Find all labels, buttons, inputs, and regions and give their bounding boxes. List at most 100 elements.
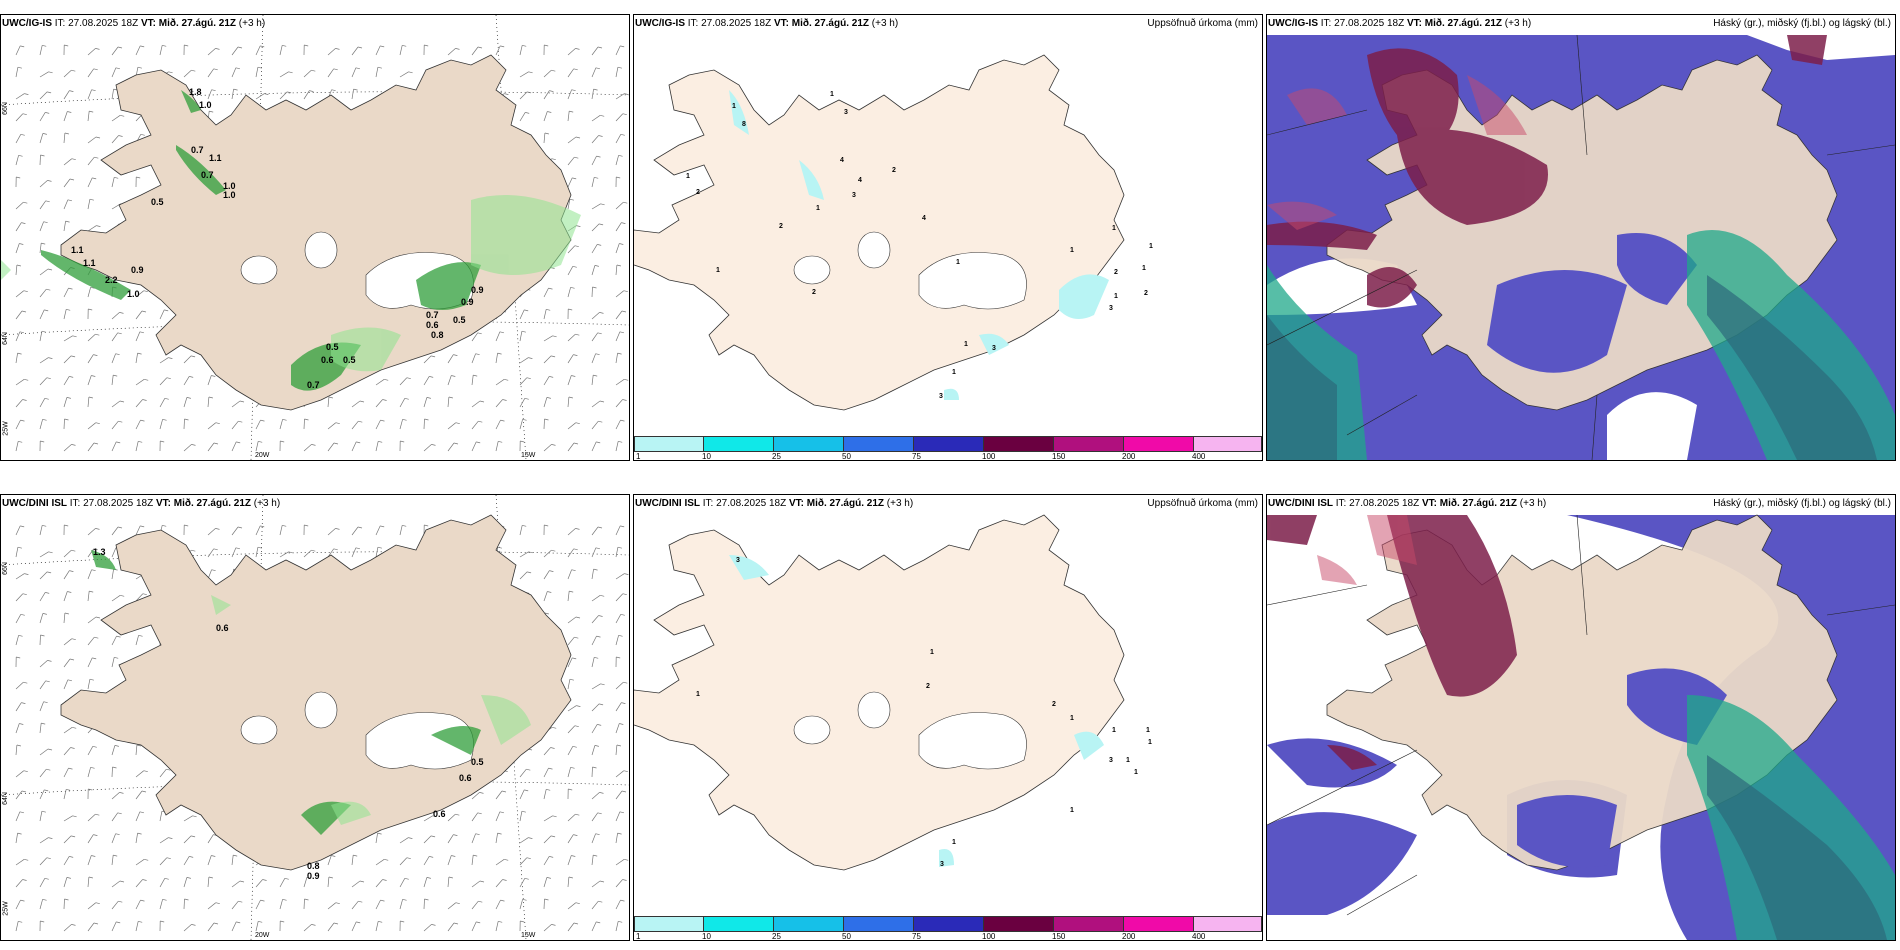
wind-barb [63,767,69,778]
wind-barb [87,375,92,386]
wind-barb-flag [23,201,28,204]
wind-barb [615,399,623,408]
wind-barb [255,547,259,558]
wind-barb [519,331,523,342]
wind-value: 0.8 [307,861,320,871]
wind-barb-flag [546,788,551,791]
wind-barb-flag [311,924,316,926]
precip-value: 1 [956,259,960,266]
precip-value: 1 [696,691,700,698]
wind-barb-flag [431,444,436,446]
wind-barb [615,134,622,144]
wind-barb [591,177,595,188]
panel-dini-wind: UWC/DINI ISL IT: 27.08.2025 18Z VT: Mið.… [0,494,630,941]
wind-barb-flag [575,616,581,619]
wind-barb [111,526,119,536]
precip-value: 2 [1114,269,1118,276]
wind-barb-flag [65,220,70,223]
precip-value: 3 [1109,757,1113,764]
wind-barb [87,657,93,668]
colorbar-swatch [914,436,984,452]
wind-barb-flag [113,854,118,857]
wind-barb [327,422,337,430]
wind-barb-flag [162,418,167,421]
wind-barb-flag [72,726,77,729]
wind-barb [111,657,115,668]
wind-barb-flag [19,243,24,245]
wind-barb [279,45,283,56]
wind-barb [39,613,44,624]
wind-barb-flag [571,375,576,377]
wind-map [1,495,629,940]
wind-barb [183,835,192,844]
wind-barb-flag [622,113,627,116]
panel-title: UWC/DINI ISL IT: 27.08.2025 18Z VT: Mið.… [1268,498,1547,509]
wind-barb-flag [48,71,53,74]
wind-barb [231,420,239,430]
wind-barb-flag [71,549,76,552]
wind-barb-flag [551,69,556,72]
wind-barb-flag [500,419,505,422]
wind-barb [543,111,548,122]
wind-barb-flag [551,158,556,161]
wind-barb [159,398,166,408]
wind-barb-flag [618,634,623,637]
wind-barb [111,635,117,646]
wind-barb [591,244,598,254]
wind-barb-flag [19,723,24,725]
wind-barb-flag [95,422,100,425]
wind-barb-flag [572,177,577,180]
wind-barb-flag [143,290,148,293]
wind-barb-flag [45,112,50,114]
wind-barb [111,115,121,122]
wind-barb-flag [572,265,577,268]
wind-barb-flag [477,46,483,49]
wind-barb [15,899,21,910]
wind-barb [543,444,552,452]
wind-barb-flag [64,418,69,421]
wind-barb [495,859,505,866]
wind-barb-flag [384,378,389,381]
wind-barb [615,921,619,932]
precip-value: 2 [926,683,930,690]
wind-barb-flag [16,176,21,179]
wind-barb-flag [47,180,52,182]
colorbar-swatch [704,916,774,932]
wind-barb-flag [619,811,624,814]
wind-barb-flag [616,656,621,659]
wind-barb [183,444,192,452]
wind-barb-flag [42,418,47,421]
wind-barb-flag [21,222,26,224]
wind-barb-flag [118,135,123,137]
wind-barb-flag [46,768,51,771]
wind-barb [615,723,620,734]
wind-barb-flag [64,524,69,527]
wind-barb [543,898,545,910]
wind-barb-flag [40,920,45,923]
precip-value: 3 [992,345,996,352]
colorbar-swatch [634,436,704,452]
wind-barb [135,899,141,910]
precip-value: 3 [844,109,848,116]
wind-barb-flag [192,815,197,818]
wind-barb-flag [575,422,580,425]
wind-barb [39,899,43,910]
wind-barb [111,89,114,100]
wind-barb [471,332,478,342]
wind-barb [39,309,45,320]
wind-barb [567,422,577,430]
wind-barb [519,768,527,778]
wind-barb-flag [43,221,48,224]
wind-barb [471,46,479,56]
wind-barb [495,811,501,822]
wind-barb-flag [258,440,263,443]
wind-barb [63,570,70,580]
wind-barb [63,90,70,100]
wind-barb [135,770,145,778]
wind-barb-flag [24,573,29,575]
wind-barb [63,815,73,822]
wind-barb-flag [94,156,99,159]
wind-barb-flag [377,832,382,835]
wind-barb-flag [524,877,529,880]
lon-label-15w: 15W [521,452,536,459]
